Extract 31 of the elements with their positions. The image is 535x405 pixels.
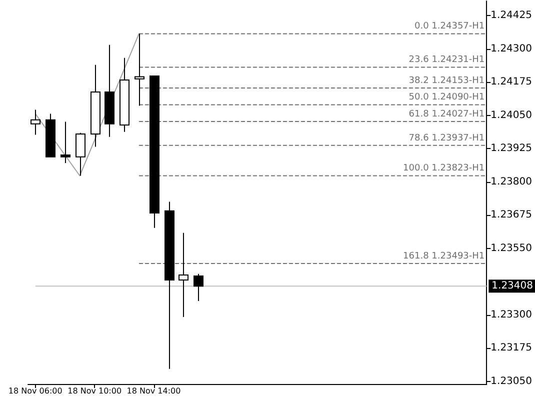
y-tick-label: 1.23300: [490, 309, 532, 320]
y-tick-label: 1.24425: [490, 10, 532, 22]
ref-line-label: 161.8 1.23493-H1: [403, 252, 485, 262]
x-tick-label: 18 Nov 10:00: [68, 386, 122, 396]
candlestick: [90, 64, 100, 148]
candlestick: [178, 232, 188, 318]
ref-line-label: 38.2 1.24153-H1: [408, 76, 485, 86]
ref-line-label: 61.8 1.24027-H1: [408, 109, 485, 120]
y-tick-label: 1.23175: [490, 342, 532, 354]
y-tick-label: 1.23550: [490, 242, 532, 254]
ref-line-label: 100.0 1.23823-H1: [403, 164, 485, 174]
ref-line-label: 1.23408: [492, 280, 534, 292]
ref-line-label: 23.6 1.24231-H1: [408, 55, 485, 66]
y-tick-label: 1.23800: [490, 176, 532, 188]
candlestick: [104, 44, 114, 138]
y-tick-label: 1.24300: [490, 43, 532, 54]
candlestick: [164, 201, 174, 370]
y-tick-label: 1.24050: [490, 110, 532, 121]
candlestick: [60, 121, 70, 164]
x-tick-label: 18 Nov 06:00: [8, 386, 62, 396]
x-tick-label: 18 Nov 14:00: [126, 386, 181, 396]
ref-line-label: 50.0 1.24090-H1: [408, 92, 485, 103]
ref-line-label: 0.0 1.24357-H1: [414, 22, 485, 32]
candlestick: [30, 109, 40, 136]
candlestick: [134, 33, 144, 106]
candlestick: [120, 57, 130, 132]
y-tick-label: 1.24175: [490, 76, 532, 88]
y-tick-label: 1.23925: [490, 143, 532, 154]
y-tick-label: 1.23050: [490, 376, 532, 387]
y-tick-label: 1.23675: [490, 210, 532, 221]
ref-line-label: 78.6 1.23937-H1: [408, 133, 485, 144]
